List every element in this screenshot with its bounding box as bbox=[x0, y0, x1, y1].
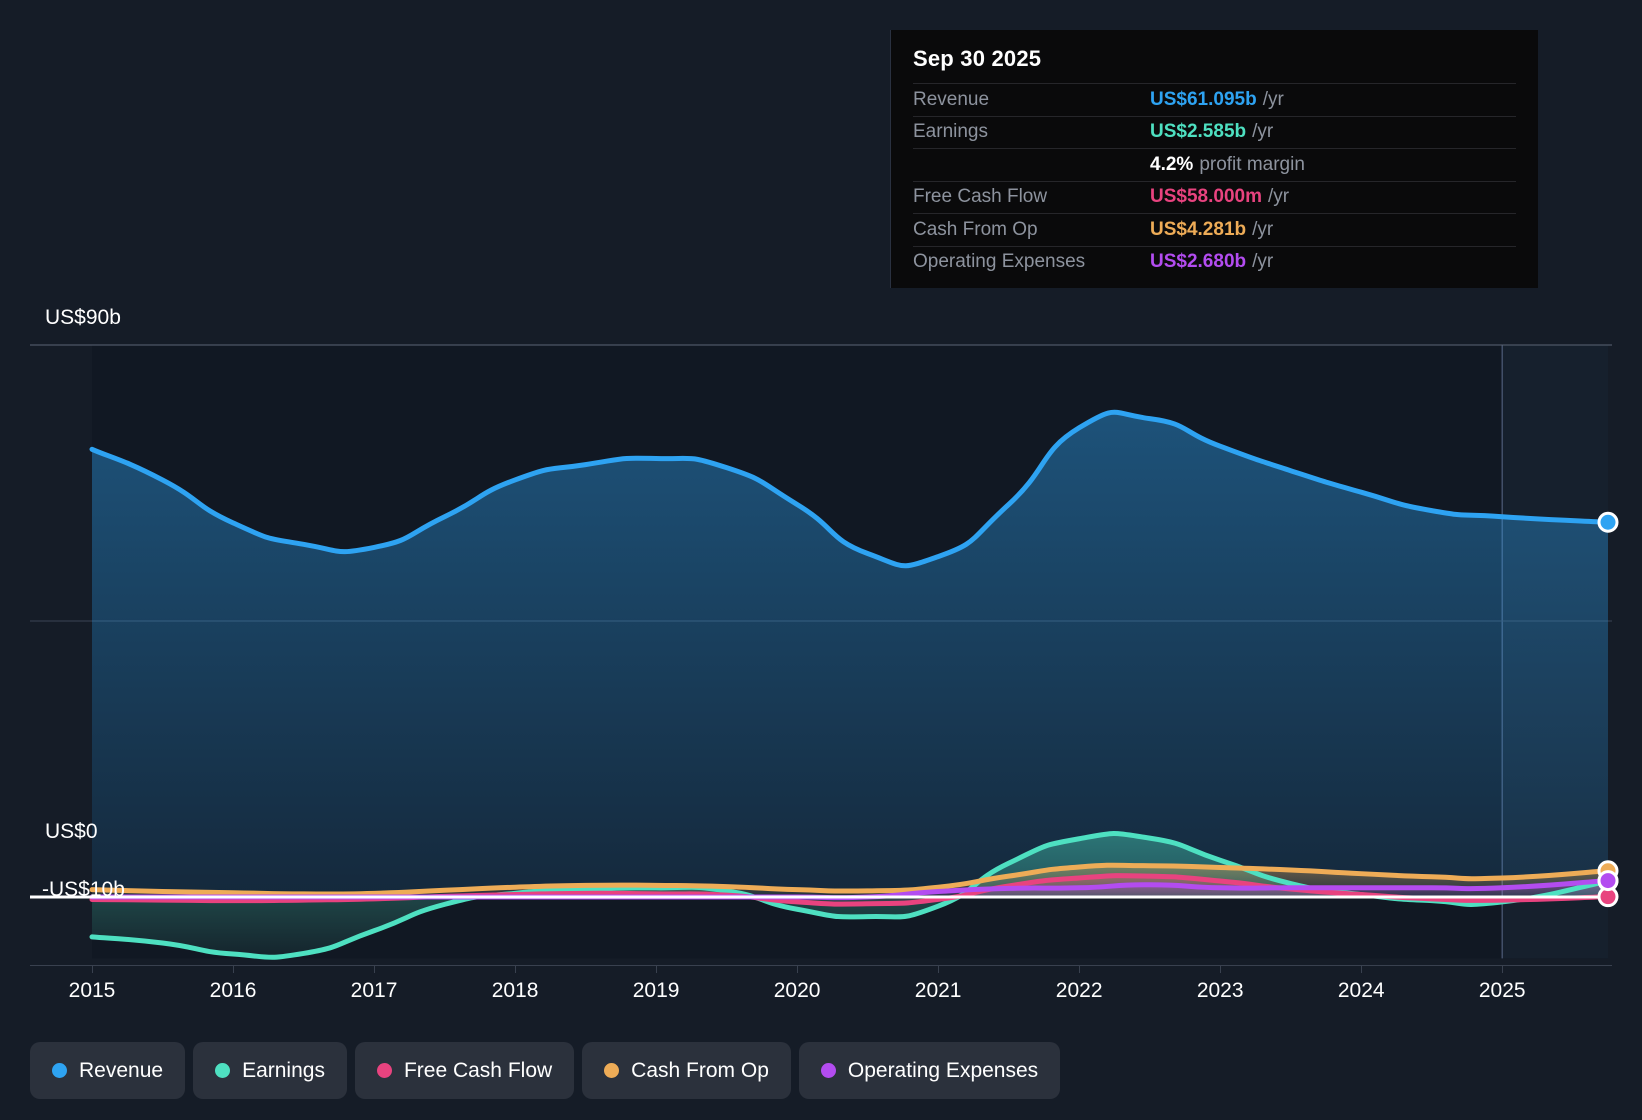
x-axis-tick-label: 2019 bbox=[632, 979, 680, 1002]
tooltip-row-amount: US$4.281b bbox=[1150, 218, 1247, 240]
x-axis-tick-label: 2018 bbox=[491, 979, 539, 1002]
x-axis-tick-label: 2017 bbox=[350, 979, 398, 1002]
x-axis-tick-label: 2020 bbox=[773, 979, 821, 1002]
chart-svg bbox=[30, 344, 1619, 960]
legend-item-label: Operating Expenses bbox=[847, 1058, 1039, 1082]
x-axis-line bbox=[30, 965, 1612, 966]
tooltip-row: Revenue US$61.095b/yr bbox=[913, 83, 1516, 116]
legend-item-label: Earnings bbox=[242, 1058, 325, 1082]
tooltip-row: Earnings US$2.585b/yr bbox=[913, 115, 1516, 149]
legend-item-label: Cash From Op bbox=[631, 1058, 769, 1082]
x-axis-tick-label: 2016 bbox=[209, 979, 257, 1002]
tooltip-row-amount: US$58.000m bbox=[1150, 186, 1262, 208]
series-dot-icon bbox=[820, 1063, 836, 1078]
legend-item-revenue[interactable]: Revenue bbox=[30, 1042, 186, 1099]
tooltip-row: Operating Expenses US$2.680b/yr bbox=[913, 245, 1516, 279]
endpoint-marker-operating-expenses[interactable] bbox=[1597, 870, 1619, 892]
tooltip-row-label: Cash From Op bbox=[913, 218, 1038, 240]
tooltip-row-label: Operating Expenses bbox=[913, 251, 1086, 273]
y-axis-label-negative: -US$10b bbox=[42, 878, 125, 901]
x-axis-tick-mark bbox=[233, 965, 235, 973]
tooltip-row-amount: US$2.585b bbox=[1150, 121, 1247, 143]
tooltip-row-unit: /yr bbox=[1252, 121, 1274, 143]
x-axis-tick-label: 2022 bbox=[1055, 979, 1103, 1002]
x-axis-tick-mark bbox=[1361, 965, 1363, 973]
tooltip-date: Sep 30 2025 bbox=[913, 46, 1042, 71]
x-axis-tick-mark bbox=[656, 965, 658, 973]
x-axis-tick-label: 2025 bbox=[1478, 979, 1526, 1002]
tooltip-row-amount: US$61.095b bbox=[1150, 88, 1257, 110]
series-line-cash-from-op[interactable] bbox=[89, 862, 1611, 897]
x-axis-tick-label: 2024 bbox=[1337, 979, 1385, 1002]
tooltip-row-list: Revenue US$61.095b/yr Earnings US$2.585b/yr… bbox=[913, 83, 1516, 278]
tooltip-row-unit: /yr bbox=[1252, 218, 1274, 240]
endpoint-marker-revenue[interactable] bbox=[1597, 511, 1619, 533]
chart-plot-area bbox=[0, 300, 1642, 965]
tooltip-row-unit: /yr bbox=[1262, 88, 1284, 110]
tooltip-row: 4.2% profit margin bbox=[913, 148, 1516, 181]
y-axis-label-top: US$90b bbox=[45, 306, 121, 329]
chart-legend: Revenue Earnings Free Cash Flow Cash From O… bbox=[30, 1042, 1061, 1099]
x-axis-tick-mark bbox=[515, 965, 517, 973]
tooltip-row: Cash From Op US$4.281b/yr bbox=[913, 213, 1516, 246]
y-axis-label-zero: US$0 bbox=[45, 820, 98, 843]
legend-item-label: Free Cash Flow bbox=[403, 1058, 553, 1082]
legend-item-operating-expenses[interactable]: Operating Expenses bbox=[798, 1042, 1061, 1099]
tooltip-row-unit: profit margin bbox=[1199, 153, 1305, 175]
tooltip-row-value: 4.2% profit margin bbox=[1150, 154, 1305, 176]
x-axis: 2015 2016 2017 2018 2019 2020 2021 2022 2023 2024… bbox=[0, 965, 1642, 1025]
tooltip-row-value: US$61.095b/yr bbox=[1150, 89, 1284, 111]
series-area-revenue bbox=[92, 412, 1608, 897]
x-axis-tick-mark bbox=[1079, 965, 1081, 973]
tooltip-row-value: US$2.680b/yr bbox=[1150, 251, 1273, 273]
tooltip-row-label: Free Cash Flow bbox=[913, 186, 1048, 208]
tooltip-row-value: US$2.585b/yr bbox=[1150, 121, 1273, 143]
x-axis-tick-mark bbox=[1502, 965, 1504, 973]
x-axis-tick-mark bbox=[92, 965, 93, 973]
series-dot-icon bbox=[215, 1063, 231, 1078]
tooltip-row-amount: 4.2% bbox=[1150, 153, 1194, 175]
tooltip-row-value: US$58.000m/yr bbox=[1150, 186, 1289, 208]
series-dot-icon bbox=[52, 1063, 67, 1078]
series-dot-icon bbox=[604, 1063, 620, 1078]
x-axis-tick-mark bbox=[374, 965, 376, 973]
series-line-free-cash-flow[interactable] bbox=[89, 873, 1611, 907]
tooltip-row-unit: /yr bbox=[1267, 186, 1290, 208]
tooltip-row-amount: US$2.680b bbox=[1150, 251, 1247, 273]
series-area-operating-expenses bbox=[92, 880, 1608, 898]
tooltip-row-unit: /yr bbox=[1252, 251, 1274, 273]
tooltip-row-value: US$4.281b/yr bbox=[1150, 219, 1273, 241]
legend-item-cash-from-op[interactable]: Cash From Op bbox=[582, 1042, 791, 1099]
legend-item-earnings[interactable]: Earnings bbox=[193, 1042, 347, 1099]
x-axis-tick-mark bbox=[1220, 965, 1222, 973]
series-line-revenue[interactable] bbox=[89, 409, 1611, 569]
tooltip-row: Free Cash Flow US$58.000m/yr bbox=[913, 180, 1516, 214]
tooltip-row-label: Revenue bbox=[913, 88, 990, 110]
series-dot-icon bbox=[376, 1063, 392, 1078]
legend-item-free-cash-flow[interactable]: Free Cash Flow bbox=[354, 1042, 575, 1099]
x-axis-tick-mark bbox=[938, 965, 940, 973]
x-axis-tick-label: 2015 bbox=[68, 979, 116, 1002]
data-tooltip-card: Sep 30 2025 Revenue US$61.095b/yr Earnings… bbox=[890, 30, 1538, 288]
legend-item-label: Revenue bbox=[79, 1058, 164, 1082]
x-axis-tick-mark bbox=[797, 965, 799, 973]
tooltip-row-label: Earnings bbox=[913, 121, 988, 143]
x-axis-tick-label: 2023 bbox=[1196, 979, 1244, 1002]
x-axis-tick-label: 2021 bbox=[914, 979, 962, 1002]
